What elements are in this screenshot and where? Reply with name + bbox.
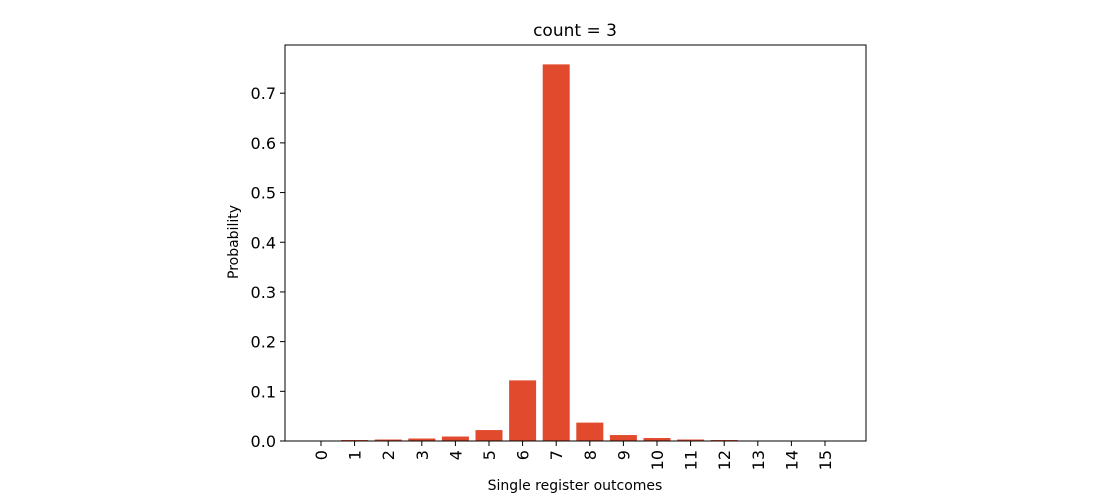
x-tick-label: 14: [782, 450, 801, 470]
y-tick-label: 0.6: [251, 134, 276, 153]
y-tick-label: 0.2: [251, 333, 276, 352]
x-tick-label: 8: [581, 450, 600, 460]
y-axis-label: Probability: [226, 205, 242, 279]
bar-5: [475, 430, 503, 441]
x-tick-label: 2: [379, 450, 398, 460]
bar-7: [542, 64, 570, 442]
x-tick-label: 1: [346, 450, 365, 460]
y-tick-label: 0.4: [251, 233, 276, 252]
bars-group: [307, 64, 839, 442]
bar-11: [677, 439, 705, 441]
x-tick-label: 12: [715, 450, 734, 470]
y-tick-label: 0.1: [251, 382, 276, 401]
y-tick-label: 0.0: [251, 432, 276, 451]
y-tick-label: 0.5: [251, 184, 276, 203]
x-tick-label: 10: [648, 450, 667, 470]
y-tick-label: 0.7: [251, 84, 276, 103]
y-axis-ticks: 0.0 0.1 0.2 0.3 0.4 0.5 0.6 0.7: [251, 84, 285, 451]
plot-area-frame: [284, 44, 867, 442]
x-tick-label: 13: [749, 450, 768, 470]
x-axis-label: Single register outcomes: [488, 478, 663, 494]
x-tick-label: 3: [413, 450, 432, 460]
x-tick-label: 6: [514, 450, 533, 460]
y-tick-label: 0.3: [251, 283, 276, 302]
x-tick-label: 9: [614, 450, 633, 460]
x-tick-label: 5: [480, 450, 499, 460]
x-axis-ticks: 0 1 2 3 4 5 6 7 8 9 10 11 12 13 14 15: [312, 441, 835, 470]
bar-2: [374, 439, 402, 441]
x-tick-label: 7: [547, 450, 566, 460]
bar-6: [509, 380, 537, 441]
bar-10: [643, 438, 671, 441]
x-tick-label: 15: [816, 450, 835, 470]
x-tick-label: 11: [682, 450, 701, 470]
bar-8: [576, 422, 604, 441]
bar-9: [609, 435, 637, 441]
x-tick-label: 4: [446, 450, 465, 460]
x-tick-label: 0: [312, 450, 331, 460]
bar-4: [441, 436, 469, 441]
chart-title: count = 3: [533, 21, 617, 41]
bar-3: [408, 438, 436, 441]
